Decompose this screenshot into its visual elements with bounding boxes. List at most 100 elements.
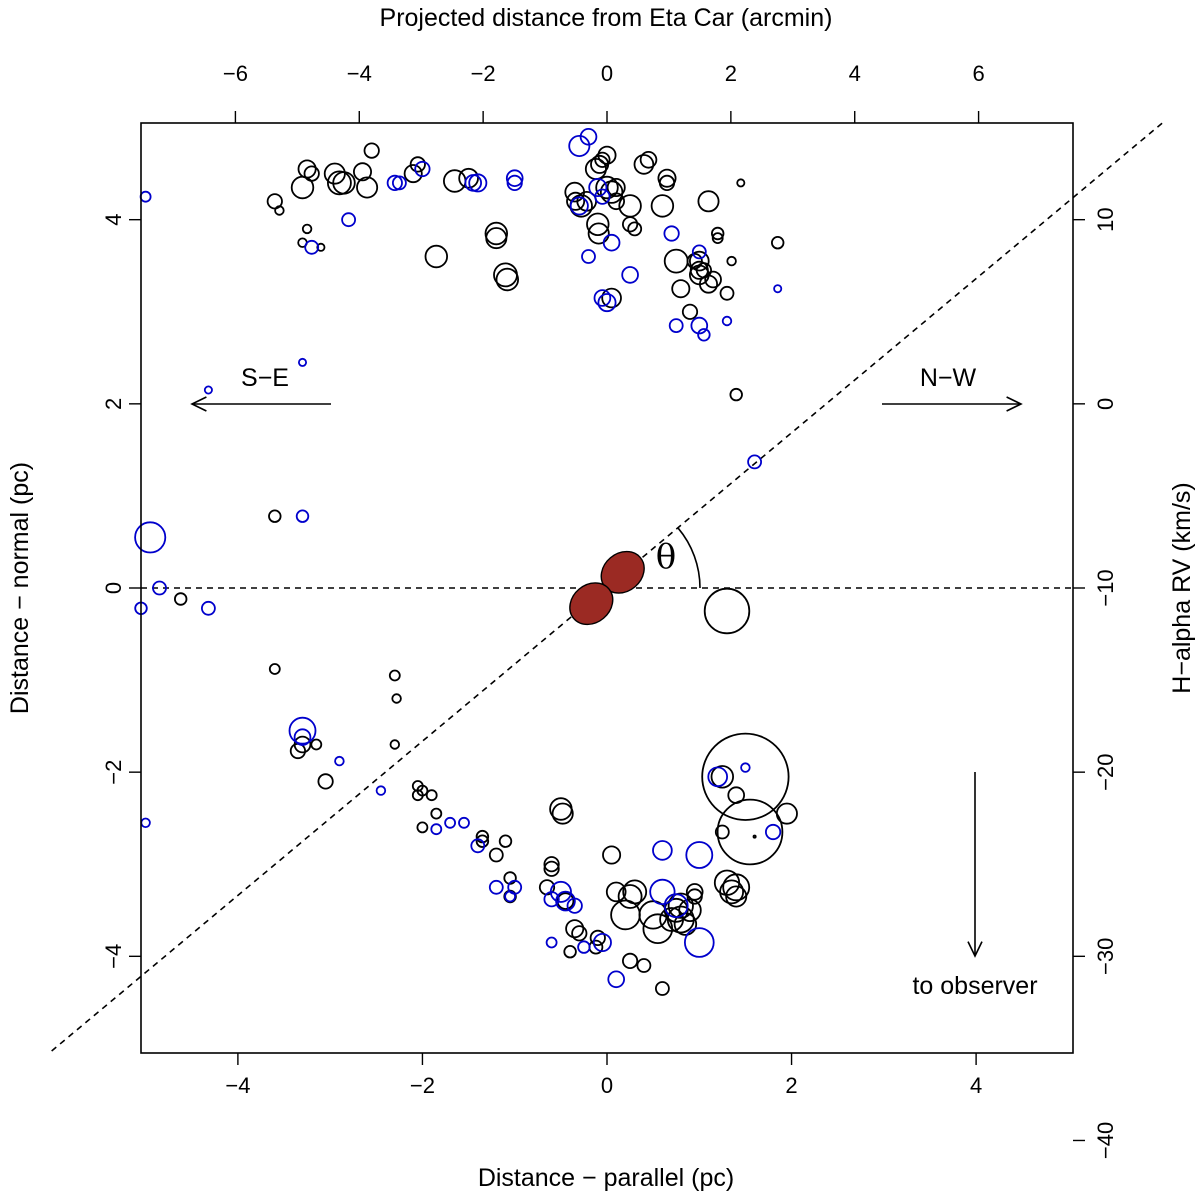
black-point [488,847,504,863]
black-point [703,587,751,635]
x-tick-label: −2 [410,1073,435,1098]
blue-point [470,838,486,854]
black-point [716,798,784,866]
annotations [190,396,1023,958]
blue-point [200,600,216,616]
black-point [416,821,429,834]
black-point [566,191,586,211]
black-point [638,900,668,930]
blue-point [341,212,357,228]
right-tick-label: −30 [1093,938,1118,975]
black-point [601,287,622,309]
black-point [699,274,719,294]
blue-point [297,357,307,367]
black-point [655,981,670,996]
right-tick-label: −10 [1093,569,1118,606]
black-point [622,879,648,905]
black-point [667,892,694,919]
y-tick-label: −2 [101,760,126,785]
x-tick-label: −4 [225,1073,250,1098]
black-point [771,235,785,250]
right-tick-label: −40 [1093,1122,1118,1159]
black-point [658,174,676,191]
black-point [719,285,735,301]
x-tick-label: 0 [601,1073,613,1098]
se-label: S−E [241,364,289,392]
x-axis-title: Distance − parallel (pc) [478,1164,734,1192]
blue-point [581,249,596,264]
x-tick-label: 4 [970,1073,982,1098]
black-point [297,159,317,179]
black-point [671,279,691,299]
black-point [710,765,735,789]
black-point [657,168,677,188]
black-point [618,194,642,218]
blue-point [697,328,711,342]
blue-point [488,879,504,895]
black-point [388,669,401,682]
y-tick-label: 0 [101,582,126,594]
theta-symbol: θ [656,537,676,577]
theta-arc [677,527,701,589]
blue-point [504,890,517,903]
blue-point [430,823,443,836]
blue-point [566,897,583,914]
black-point [589,929,606,947]
black-point [714,824,730,840]
blue-point [414,160,431,178]
black-point [543,860,560,877]
x-tick-label: 2 [785,1073,797,1098]
black-point [587,222,610,245]
top-tick-label: −2 [471,61,496,86]
black-point [688,250,710,272]
black-point [268,509,282,523]
blue-point [569,196,589,216]
black-point [268,663,281,675]
black-point [627,221,643,237]
top-tick-label: 4 [849,61,861,86]
black-point [633,154,655,175]
blue-point [690,316,709,335]
blue-point [747,454,762,470]
blue-point [152,580,167,596]
black-point [356,176,379,199]
black-point [424,244,449,269]
se-arrow-head [190,396,207,412]
top-tick-label: 0 [601,61,613,86]
blue-point [545,936,558,949]
blue-point [685,841,714,869]
black-point [704,270,722,289]
y-tick-label: 4 [101,214,126,226]
blue-point [568,134,591,157]
blue-point [134,521,167,554]
black-point [602,845,622,865]
blue-point [721,315,733,327]
black-point [636,958,652,973]
blue-point [295,509,310,523]
black-point [173,592,188,606]
blue-point [668,318,684,334]
black-point [475,834,490,848]
black-point [606,177,626,197]
right-tick-label: 0 [1093,398,1118,410]
black-point [701,732,790,821]
black-point [726,255,737,267]
black-point [301,223,313,235]
nw-label: N−W [920,364,977,392]
black-point [411,789,424,802]
blue-point [597,293,617,313]
black-point [586,212,610,237]
blue-point [621,266,639,284]
black-point [571,925,588,942]
blue-point [652,840,673,861]
blue-point [579,128,598,146]
right-tick-label: 10 [1093,207,1118,231]
black-point [389,739,401,750]
blue-point [707,766,728,788]
blue-point [304,239,320,255]
observer-label: to observer [912,972,1037,1000]
black-point [363,142,380,159]
black-point [594,151,611,168]
blue-point [593,289,612,307]
